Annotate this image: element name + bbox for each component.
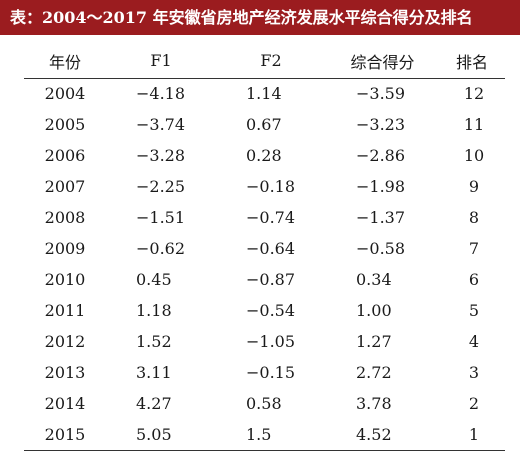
cell-rank: 1 [468, 424, 480, 444]
cell-year: 2011 [44, 301, 86, 320]
table-row: 2004 −4.18 1.14 −3.59 12 [24, 78, 505, 109]
cell-rank: 7 [468, 239, 480, 258]
cell-score: 4.52 [356, 424, 392, 444]
cell-rank: 6 [468, 270, 480, 289]
cell-score: 1.27 [356, 332, 392, 351]
cell-year: 2009 [44, 239, 86, 258]
cell-f2: 1.14 [246, 84, 282, 104]
cell-rank: 11 [463, 115, 485, 134]
cell-f1: −4.18 [136, 84, 186, 104]
cell-rank: 8 [468, 208, 480, 227]
cell-score: −3.23 [356, 115, 406, 134]
table-body: 2004 −4.18 1.14 −3.59 12 2005 −3.74 0.67 −3.23 11… [24, 78, 505, 450]
cell-rank: 12 [463, 84, 485, 104]
cell-f2: −0.87 [246, 270, 296, 289]
cell-f2: −0.18 [246, 177, 296, 196]
cell-year: 2008 [44, 208, 86, 227]
cell-year: 2013 [44, 363, 86, 382]
cell-f2: −0.64 [246, 239, 296, 258]
header-f1: F1 [150, 51, 172, 71]
table-row: 2014 4.27 0.58 3.78 2 [24, 388, 505, 419]
cell-f2: −0.15 [246, 363, 296, 382]
cell-f1: 5.05 [136, 424, 172, 444]
cell-f1: −3.28 [136, 146, 186, 165]
cell-f2: 0.67 [246, 115, 282, 134]
cell-rank: 3 [468, 363, 480, 382]
cell-f1: 0.45 [136, 270, 172, 289]
cell-year: 2012 [44, 332, 86, 351]
table-row: 2010 0.45 −0.87 0.34 6 [24, 264, 505, 295]
cell-f2: 0.28 [246, 146, 282, 165]
table-row: 2008 −1.51 −0.74 −1.37 8 [24, 202, 505, 233]
cell-year: 2004 [44, 84, 86, 104]
cell-f2: −0.74 [246, 208, 296, 227]
cell-rank: 9 [468, 177, 480, 196]
cell-rank: 2 [468, 394, 480, 413]
data-table-container: 年份 F1 F2 综合得分 排名 2004 −4.18 1.14 −3.59 12 200… [24, 44, 505, 451]
cell-f1: 1.52 [136, 332, 172, 351]
table-header-row: 年份 F1 F2 综合得分 排名 [24, 44, 505, 78]
cell-score: −3.59 [356, 84, 406, 104]
cell-rank: 4 [468, 332, 480, 351]
cell-f2: 0.58 [246, 394, 282, 413]
cell-score: 2.72 [356, 363, 392, 382]
table-row: 2013 3.11 −0.15 2.72 3 [24, 357, 505, 388]
cell-score: 0.34 [356, 270, 392, 289]
cell-year: 2015 [44, 424, 86, 444]
table-row: 2015 5.05 1.5 4.52 1 [24, 419, 505, 450]
table-row: 2009 −0.62 −0.64 −0.58 7 [24, 233, 505, 264]
header-f2: F2 [260, 51, 282, 71]
cell-f1: 4.27 [136, 394, 172, 413]
header-year: 年份 [48, 52, 81, 72]
table-row: 2005 −3.74 0.67 −3.23 11 [24, 109, 505, 140]
cell-score: −1.37 [356, 208, 406, 227]
cell-year: 2007 [44, 177, 86, 196]
cell-year: 2010 [44, 270, 86, 289]
cell-f1: −3.74 [136, 115, 186, 134]
header-rank: 排名 [455, 52, 488, 72]
cell-f1: −0.62 [136, 239, 186, 258]
cell-f1: 1.18 [136, 301, 172, 320]
table-row: 2011 1.18 −0.54 1.00 5 [24, 295, 505, 326]
header-score: 综合得分 [350, 52, 415, 72]
cell-year: 2014 [44, 394, 86, 413]
score-table: 年份 F1 F2 综合得分 排名 2004 −4.18 1.14 −3.59 12 200… [24, 44, 505, 451]
cell-f1: −1.51 [136, 208, 186, 227]
cell-f2: −1.05 [246, 332, 296, 351]
table-row: 2012 1.52 −1.05 1.27 4 [24, 326, 505, 357]
table-row: 2006 −3.28 0.28 −2.86 10 [24, 140, 505, 171]
table-row: 2007 −2.25 −0.18 −1.98 9 [24, 171, 505, 202]
table-title: 表：2004～2017 年安徽省房地产经济发展水平综合得分及排名 [0, 0, 520, 35]
cell-f2: 1.5 [246, 424, 272, 444]
cell-score: −1.98 [356, 177, 406, 196]
cell-f1: −2.25 [136, 177, 186, 196]
cell-year: 2005 [44, 115, 86, 134]
cell-score: 3.78 [356, 394, 392, 413]
cell-f2: −0.54 [246, 301, 296, 320]
cell-score: −0.58 [356, 239, 406, 258]
cell-rank: 10 [463, 146, 485, 165]
cell-year: 2006 [44, 146, 86, 165]
cell-score: −2.86 [356, 146, 406, 165]
cell-rank: 5 [468, 301, 480, 320]
cell-score: 1.00 [356, 301, 392, 320]
cell-f1: 3.11 [136, 363, 172, 382]
